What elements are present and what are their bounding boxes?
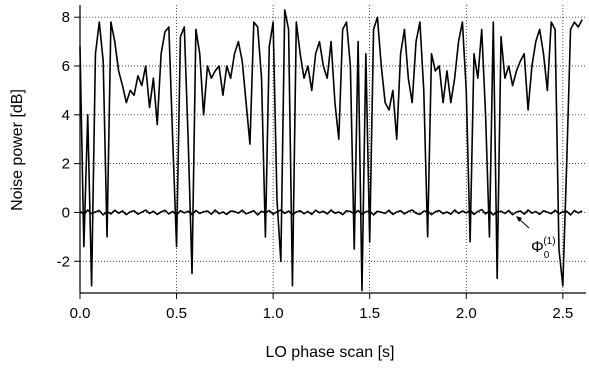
annotation-sub: 0 [544, 250, 550, 261]
annotation: Φ0 (1) [516, 216, 556, 261]
y-tick-label: 8 [62, 9, 70, 26]
x-tick-label: 1.5 [359, 305, 380, 322]
x-tick-label: 1.0 [263, 305, 284, 322]
y-tick-label: 2 [62, 156, 70, 173]
data-line [79, 9, 583, 292]
y-tick-label: 4 [62, 107, 70, 124]
annotation-text: Φ0 (1) [531, 236, 556, 261]
x-tick-label: 0.0 [70, 305, 91, 322]
y-tick-label: 6 [62, 58, 70, 75]
x-tick-label: 2.0 [456, 305, 477, 322]
x-axis-title: LO phase scan [s] [266, 344, 395, 361]
annotation-arrowhead [516, 216, 522, 222]
data-line [79, 208, 583, 216]
annotation-sup: (1) [543, 236, 555, 247]
y-tick-label: -2 [57, 253, 70, 270]
y-tick-label: 0 [62, 204, 70, 221]
x-tick-label: 2.5 [552, 305, 573, 322]
x-tick-label: 0.5 [166, 305, 187, 322]
y-axis-title: Noise power [dB] [9, 89, 26, 211]
annotation-symbol: Φ [531, 239, 544, 256]
